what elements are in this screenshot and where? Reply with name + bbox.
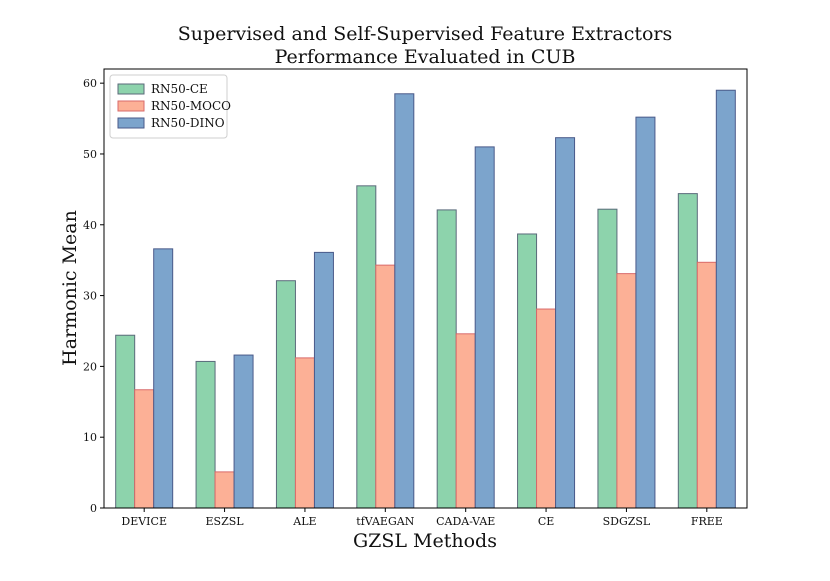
x-tick-label: ALE xyxy=(292,515,316,528)
bar-rn50-ce-device xyxy=(115,334,136,509)
bar-rn50-ce-free xyxy=(677,193,698,509)
y-tick-label: 40 xyxy=(83,219,97,232)
bar-rn50-dino-sdgzsl xyxy=(635,116,656,509)
bar-rn50-moco-ale xyxy=(294,357,315,509)
y-tick-label: 60 xyxy=(83,77,97,90)
x-tick-label: FREE xyxy=(691,515,723,528)
bar-rn50-ce-tfvaegan xyxy=(356,185,377,509)
bar-rn50-dino-tfvaegan xyxy=(394,93,415,509)
bar-rn50-ce-ce xyxy=(517,233,538,509)
y-tick-label: 30 xyxy=(83,290,97,303)
x-tick-label: tfVAEGAN xyxy=(356,515,414,528)
x-tick-label: SDGZSL xyxy=(603,515,651,528)
legend-label-rn50-moco: RN50-MOCO xyxy=(151,99,231,113)
bar-rn50-ce-ale xyxy=(275,280,296,509)
bar-rn50-dino-ce xyxy=(555,137,576,509)
y-tick-label: 50 xyxy=(83,148,97,161)
bar-rn50-ce-eszsl xyxy=(195,360,216,509)
bar-rn50-dino-free xyxy=(715,89,736,509)
y-tick-label: 10 xyxy=(83,431,97,444)
bar-rn50-moco-eszsl xyxy=(214,471,235,509)
legend-label-rn50-ce: RN50-CE xyxy=(151,82,208,96)
plot-area: 0 10 20 30 40 50 60 DEVICE ESZSL ALE tfVAEGAN CADA-… xyxy=(83,68,748,528)
legend-label-rn50-dino: RN50-DINO xyxy=(151,116,225,130)
chart-title-line-2: Performance Evaluated in CUB xyxy=(275,46,576,68)
bar-rn50-dino-cada-vae xyxy=(474,146,495,509)
bar-rn50-dino-device xyxy=(153,248,174,509)
plot-frame xyxy=(103,68,748,509)
bar-rn50-dino-eszsl xyxy=(233,354,254,509)
chart-title-line-1: Supervised and Self-Supervised Feature E… xyxy=(178,23,673,45)
bar-rn50-moco-tfvaegan xyxy=(375,264,396,509)
y-tick-label: 20 xyxy=(83,360,97,373)
bar-rn50-ce-sdgzsl xyxy=(597,208,618,509)
x-tick-label: CE xyxy=(538,515,554,528)
bar-rn50-moco-cada-vae xyxy=(455,333,476,509)
x-tick-label: ESZSL xyxy=(206,515,245,528)
legend-swatch-rn50-dino xyxy=(117,117,145,129)
y-axis-label: Harmonic Mean xyxy=(59,210,81,366)
legend: RN50-CE RN50-MOCO RN50-DINO xyxy=(109,74,231,139)
bar-rn50-moco-ce xyxy=(536,308,557,509)
y-tick-label: 0 xyxy=(90,502,97,515)
x-axis-label: GZSL Methods xyxy=(353,530,497,552)
bar-rn50-dino-ale xyxy=(313,251,334,509)
x-tick-label: DEVICE xyxy=(121,515,167,528)
legend-swatch-rn50-ce xyxy=(117,83,145,95)
x-tick-label: CADA-VAE xyxy=(436,515,495,528)
legend-swatch-rn50-moco xyxy=(117,100,145,112)
bar-rn50-moco-device xyxy=(134,389,155,509)
bar-rn50-ce-cada-vae xyxy=(436,209,457,509)
bar-rn50-moco-free xyxy=(696,261,717,509)
bar-rn50-moco-sdgzsl xyxy=(616,273,637,509)
